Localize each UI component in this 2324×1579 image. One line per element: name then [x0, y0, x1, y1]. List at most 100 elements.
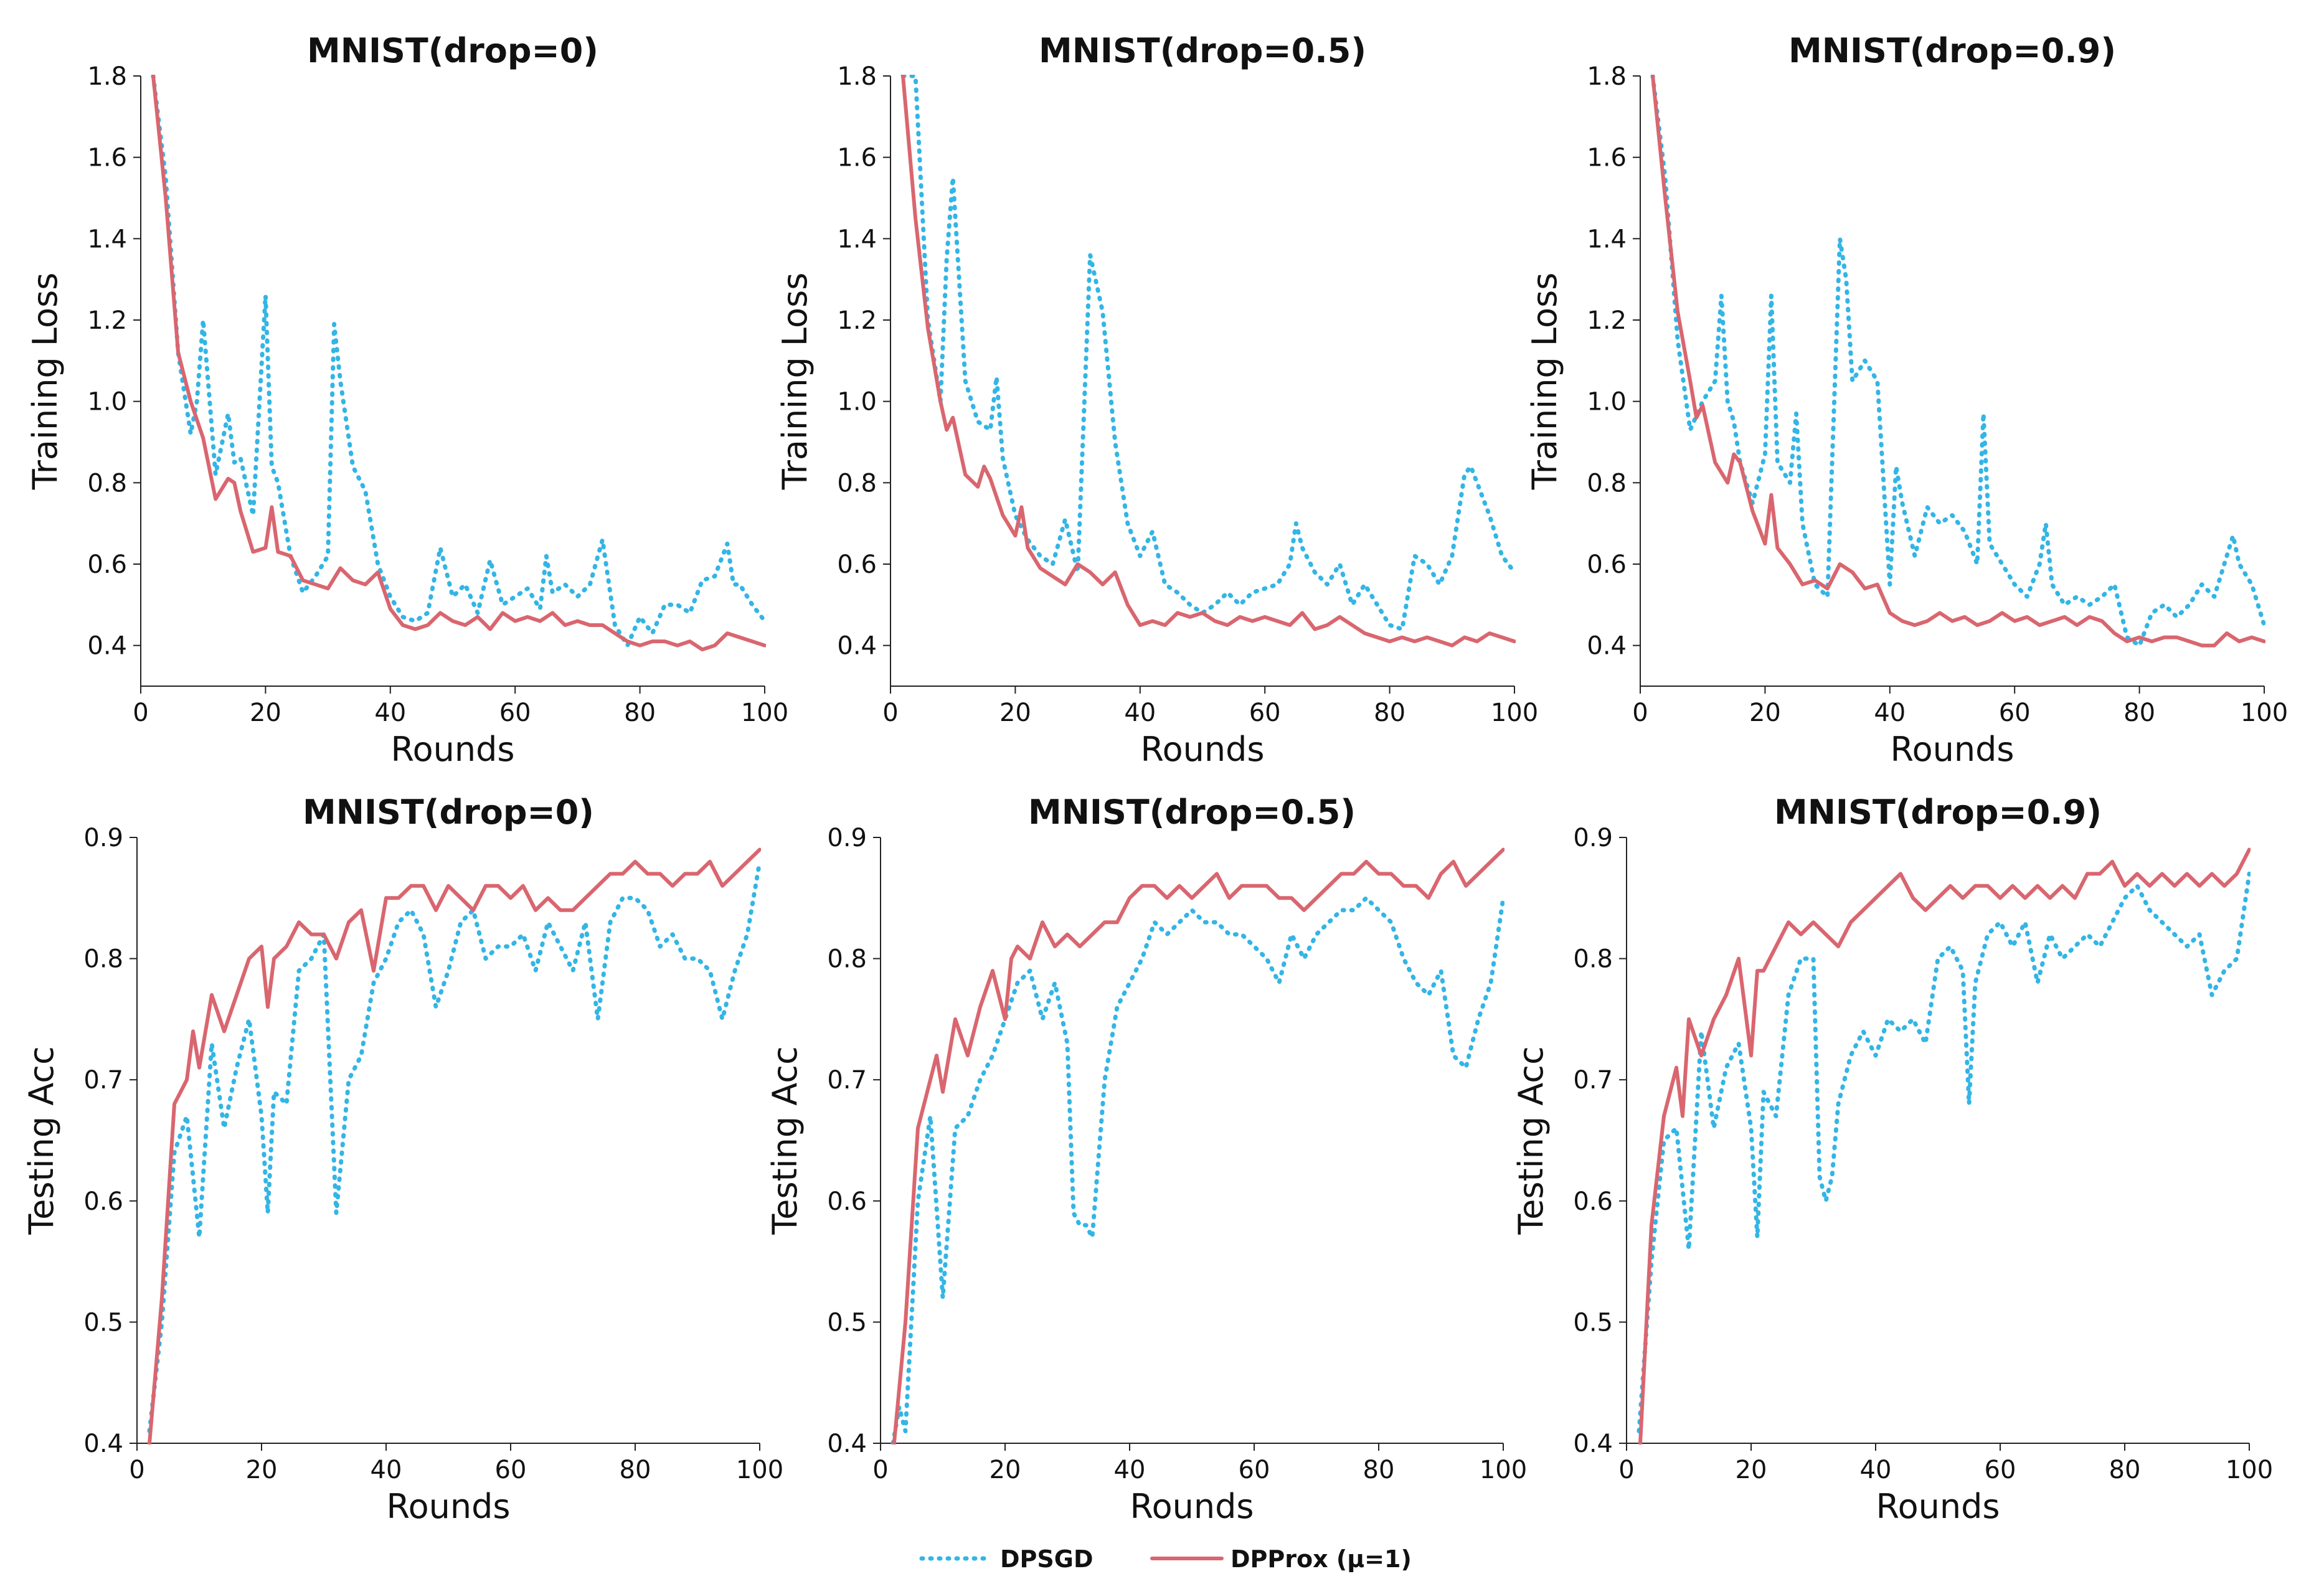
- panel-3-x-tick-label: 0: [1632, 699, 1648, 727]
- panel-6-y-tick-label: 0.6: [1573, 1187, 1613, 1216]
- panel-1-x-tick-label: 0: [133, 699, 148, 727]
- panel-5-x-tick-label: 60: [1239, 1456, 1270, 1484]
- panel-3-x-label: Rounds: [1891, 730, 2015, 769]
- panel-4-y-tick-label: 0.9: [83, 824, 123, 852]
- panel-3-y-tick-label: 1.2: [1587, 306, 1627, 335]
- panel-6-y-tick-label: 0.8: [1573, 945, 1613, 974]
- panel-2: 0 20 40 60 80 100 0.4 0.6 0.8 1.0 1.2 1.4 1.6 1.8 MNIS…: [775, 31, 1538, 769]
- panel-6-x-tick-label: 20: [1736, 1456, 1767, 1484]
- panel-6-y-tick-label: 0.7: [1573, 1066, 1613, 1095]
- panel-5-x-tick-label: 0: [872, 1456, 888, 1484]
- panel-6-x-tick-label: 40: [1860, 1456, 1892, 1484]
- panel-4-x-label: Rounds: [387, 1487, 511, 1526]
- panel-4-title: MNIST(drop=0): [303, 793, 594, 832]
- panels: 0 20 40 60 80 100 0.4 0.6 0.8 1.0 1.2 1.4 1.6 1.8 MNIS…: [22, 31, 2288, 1526]
- panel-5-y-tick-label: 0.9: [827, 824, 867, 852]
- panel-5-title: MNIST(drop=0.5): [1028, 793, 1356, 832]
- panel-4-x-tick-label: 100: [736, 1456, 783, 1484]
- panel-3-x-tick-label: 40: [1874, 699, 1906, 727]
- panel-1-y-tick-label: 0.6: [87, 550, 127, 579]
- panel-1-title: MNIST(drop=0): [307, 31, 598, 70]
- panel-3-series-dpprox-line: [1651, 75, 2265, 648]
- panel-1-y-tick-label: 1.2: [87, 306, 127, 335]
- panel-5-x-tick-label: 100: [1480, 1456, 1527, 1484]
- panel-5-x-label: Rounds: [1130, 1487, 1254, 1526]
- panel-1-y-tick-label: 0.4: [87, 632, 127, 661]
- panel-3-x-tick-label: 80: [2123, 699, 2155, 727]
- panel-1-y-tick-label: 0.8: [87, 469, 127, 497]
- panel-4-series-dpprox-line: [148, 847, 761, 1445]
- panel-2-y-tick-label: 1.0: [837, 388, 877, 417]
- panel-1-y-label: Training Loss: [26, 273, 65, 491]
- panel-3-x-tick-label: 100: [2241, 699, 2288, 727]
- panel-1-x-tick-label: 100: [741, 699, 788, 727]
- panel-4-x-tick-label: 60: [495, 1456, 527, 1484]
- panel-2-x-tick-label: 40: [1124, 699, 1156, 727]
- panel-6-y-tick-label: 0.9: [1573, 824, 1613, 852]
- panel-2-y-label: Training Loss: [775, 273, 815, 491]
- panel-2-x-label: Rounds: [1141, 730, 1265, 769]
- panel-1: 0 20 40 60 80 100 0.4 0.6 0.8 1.0 1.2 1.4 1.6 1.8 MNIS…: [26, 31, 788, 769]
- panel-1-y-tick-label: 1.6: [87, 144, 127, 172]
- panel-4-y-tick-label: 0.4: [83, 1430, 123, 1458]
- panel-6-x-label: Rounds: [1876, 1487, 2000, 1526]
- panel-5-y-tick-label: 0.6: [827, 1187, 867, 1216]
- panel-4-y-tick-label: 0.5: [83, 1308, 123, 1337]
- panel-2-y-tick-label: 1.6: [837, 144, 877, 172]
- panel-3-y-label: Training Loss: [1525, 273, 1564, 491]
- panel-3-y-tick-label: 1.4: [1587, 225, 1627, 253]
- panel-6-x-tick-label: 80: [2109, 1456, 2141, 1484]
- panel-2-y-tick-label: 1.2: [837, 306, 877, 335]
- panel-4-y-tick-label: 0.6: [83, 1187, 123, 1216]
- panel-3-x-tick-label: 60: [1999, 699, 2031, 727]
- panel-5: 0 20 40 60 80 100 0.4 0.5 0.6 0.7 0.8 0.9 MNIST(drop…: [765, 793, 1527, 1526]
- panel-4-y-tick-label: 0.7: [83, 1066, 123, 1095]
- panel-3-y-tick-label: 1.8: [1587, 62, 1627, 91]
- panel-1-y-tick-label: 1.4: [87, 225, 127, 253]
- panel-4-x-tick-label: 20: [246, 1456, 278, 1484]
- panel-6: 0 20 40 60 80 100 0.4 0.5 0.6 0.7 0.8 0.9 MNIST(drop…: [1511, 793, 2273, 1526]
- panel-5-y-label: Testing Acc: [765, 1046, 805, 1235]
- panel-4-x-tick-label: 40: [371, 1456, 402, 1484]
- panel-5-series-dpsgd-line: [890, 895, 1504, 1445]
- legend-dpsgd-label: DPSGD: [1000, 1545, 1094, 1573]
- panel-6-y-tick-label: 0.5: [1573, 1308, 1613, 1337]
- panel-6-x-tick-label: 0: [1618, 1456, 1634, 1484]
- panel-6-y-label: Testing Acc: [1511, 1046, 1551, 1235]
- panel-1-x-label: Rounds: [391, 730, 515, 769]
- panel-4-y-label: Testing Acc: [22, 1046, 61, 1235]
- panel-2-y-tick-label: 0.4: [837, 632, 877, 661]
- panel-1-x-tick-label: 40: [374, 699, 406, 727]
- panel-4: 0 20 40 60 80 100 0.4 0.5 0.6 0.7 0.8 0.9 MNIST(drop…: [22, 793, 783, 1526]
- panel-2-y-tick-label: 0.8: [837, 469, 877, 497]
- panel-6-title: MNIST(drop=0.9): [1774, 793, 2102, 832]
- panel-3-y-tick-label: 0.6: [1587, 550, 1627, 579]
- panel-6-y-tick-label: 0.4: [1573, 1430, 1613, 1458]
- panel-5-x-tick-label: 40: [1114, 1456, 1146, 1484]
- panel-6-x-tick-label: 100: [2226, 1456, 2273, 1484]
- panel-6-series-dpsgd-line: [1637, 871, 2251, 1433]
- panel-2-x-tick-label: 0: [882, 699, 898, 727]
- panel-3-y-tick-label: 1.6: [1587, 144, 1627, 172]
- panel-5-x-tick-label: 20: [990, 1456, 1021, 1484]
- panel-3: 0 20 40 60 80 100 0.4 0.6 0.8 1.0 1.2 1.4 1.6 1.8 MNIS…: [1525, 31, 2288, 769]
- panel-3-y-tick-label: 0.4: [1587, 632, 1627, 661]
- panel-3-series-dpsgd-line: [1650, 75, 2265, 648]
- legend: DPSGD DPProx (μ=1): [919, 1545, 1412, 1573]
- panel-4-series-dpsgd-line: [147, 859, 761, 1433]
- panel-2-y-tick-label: 0.6: [837, 550, 877, 579]
- panel-2-title: MNIST(drop=0.5): [1039, 31, 1366, 70]
- panel-1-y-tick-label: 1.0: [87, 388, 127, 417]
- panel-2-x-tick-label: 60: [1249, 699, 1281, 727]
- panel-5-y-tick-label: 0.5: [827, 1308, 867, 1337]
- panel-4-x-tick-label: 0: [129, 1456, 144, 1484]
- panel-6-x-tick-label: 60: [1985, 1456, 2016, 1484]
- panel-1-y-tick-label: 1.8: [87, 62, 127, 91]
- panel-4-y-tick-label: 0.8: [83, 945, 123, 974]
- panel-2-x-tick-label: 80: [1374, 699, 1405, 727]
- panel-1-x-tick-label: 60: [499, 699, 531, 727]
- panel-3-title: MNIST(drop=0.9): [1788, 31, 2116, 70]
- panel-1-x-tick-label: 20: [250, 699, 281, 727]
- panel-5-y-tick-label: 0.7: [827, 1066, 867, 1095]
